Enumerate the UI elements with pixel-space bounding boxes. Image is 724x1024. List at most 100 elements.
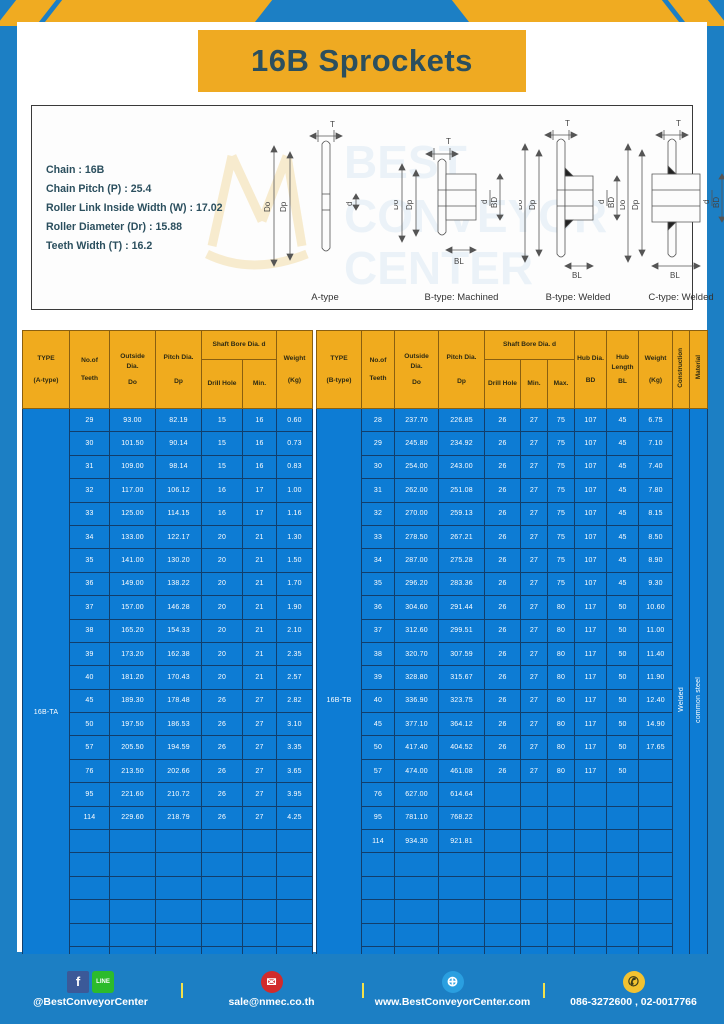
footer-phone[interactable]: ✆ 086-3272600 , 02-0017766 — [543, 970, 724, 1008]
cell: 50 — [606, 641, 640, 667]
th-hub-len-symbol: BL — [618, 377, 627, 385]
cell: 27 — [520, 595, 548, 620]
cell: 114 — [69, 805, 110, 831]
cell — [69, 829, 110, 854]
cell: 11.90 — [638, 665, 674, 690]
cell: 404.52 — [438, 735, 485, 760]
cell: 26 — [201, 758, 243, 784]
th-pitch-dia: Pitch Dia. Dp — [438, 330, 485, 409]
cell — [606, 829, 640, 854]
footer-facebook[interactable]: f LINE @BestConveyorCenter — [0, 970, 181, 1008]
cell — [276, 875, 313, 901]
cell: 45 — [69, 688, 110, 714]
cell: 417.40 — [394, 735, 439, 760]
cell: 27 — [520, 688, 548, 714]
cell: 57 — [361, 758, 395, 784]
cell: 189.30 — [109, 688, 156, 714]
cell: 80 — [546, 758, 576, 784]
cell: 162.38 — [155, 641, 202, 667]
cell: 205.50 — [109, 735, 156, 760]
cell — [574, 829, 608, 854]
cell — [69, 875, 110, 901]
svg-text:Do: Do — [263, 201, 272, 212]
cell — [242, 852, 277, 877]
cell — [546, 852, 576, 877]
cell — [546, 899, 576, 924]
cell — [574, 852, 608, 877]
cell: 312.60 — [394, 618, 439, 643]
th-shaft-bore-group: Shaft Bore Dia. d — [201, 330, 277, 360]
cell: 34 — [361, 548, 395, 573]
footer-website[interactable]: ⊕ www.BestConveyorCenter.com — [362, 970, 543, 1008]
facebook-icon[interactable]: f — [67, 970, 89, 993]
table-row: 76 213.50 202.66 26 27 3.65 — [23, 758, 313, 784]
cell: 299.51 — [438, 618, 485, 643]
table-row: 16B-TA 29 93.00 82.19 15 16 0.60 — [22, 407, 313, 1018]
cell — [574, 922, 608, 947]
cell: 117 — [574, 665, 608, 690]
cell: 45 — [606, 524, 640, 550]
footer: f LINE @BestConveyorCenter ✉ sale@nmec.c… — [0, 954, 724, 1024]
cell: 36 — [361, 595, 395, 620]
cell: 50 — [361, 735, 395, 760]
cell: 50 — [69, 712, 110, 737]
cell — [638, 805, 674, 831]
cell: 296.20 — [394, 571, 439, 597]
cell: 107 — [574, 524, 608, 550]
cell: 117 — [574, 595, 608, 620]
cell — [69, 922, 110, 947]
cell — [438, 922, 485, 947]
table-row: 57 205.50 194.59 26 27 3.35 — [23, 735, 313, 760]
cell: 38 — [361, 641, 395, 667]
table-b-type-container: TYPE (B-type) No.of Teeth Outside Dia. D… — [316, 330, 709, 994]
cell: 107 — [574, 454, 608, 480]
line-icon[interactable]: LINE — [92, 970, 114, 993]
cell: 45 — [361, 712, 395, 737]
cell — [520, 852, 548, 877]
phone-icon[interactable]: ✆ — [622, 970, 645, 993]
footer-email[interactable]: ✉ sale@nmec.co.th — [181, 970, 362, 1008]
cell: 149.00 — [109, 571, 156, 597]
svg-text:Dp: Dp — [631, 199, 640, 210]
email-icon[interactable]: ✉ — [260, 970, 283, 993]
globe-icon[interactable]: ⊕ — [441, 970, 464, 993]
type-label-cell: 16B-TA — [22, 407, 70, 1018]
cell: 75 — [546, 501, 576, 526]
table-row: 38 165.20 154.33 20 21 2.10 — [23, 618, 313, 643]
cell: 262.00 — [394, 478, 439, 503]
cell: 20 — [201, 618, 243, 643]
cell: 2.82 — [276, 688, 313, 714]
cell: 28 — [361, 407, 395, 433]
table-row: 76 627.00 614.64 — [317, 782, 708, 807]
cell: 75 — [546, 454, 576, 480]
cell — [520, 875, 548, 901]
cell — [201, 852, 243, 877]
cell: 26 — [201, 688, 243, 714]
th-hub-dia-symbol: BD — [585, 376, 596, 384]
th-od-main: Outside — [120, 352, 145, 360]
cell: 221.60 — [109, 782, 156, 807]
spec-line-pitch: Chain Pitch (P) : 25.4 — [46, 183, 152, 195]
th-hub-len-main: Hub — [616, 353, 629, 361]
cell: 82.19 — [155, 407, 202, 433]
cell: 21 — [242, 595, 277, 620]
cell: 30 — [361, 454, 395, 480]
th-od-symbol: Do — [412, 378, 421, 386]
cell: 26 — [484, 407, 521, 433]
cell — [574, 805, 608, 831]
cell: 20 — [201, 595, 243, 620]
table-row: 39 328.80 315.67 26 27 80 117 50 11.90 — [317, 665, 708, 690]
th-hub-dia-main: Hub Dia. — [577, 354, 604, 362]
cell — [155, 875, 202, 901]
th-teeth-main: No.of — [81, 356, 98, 364]
cell — [394, 899, 439, 924]
cell: 27 — [520, 712, 548, 737]
table-a-body: 16B-TA 29 93.00 82.19 15 16 0.60 30 101.50 90.14 1… — [22, 407, 313, 1018]
cell: 26 — [484, 712, 521, 737]
footer-label: @BestConveyorCenter — [33, 995, 148, 1008]
cell — [394, 922, 439, 947]
cell: 364.12 — [438, 712, 485, 737]
cell: 0.83 — [276, 454, 313, 480]
cell: 20 — [201, 665, 243, 690]
cell — [520, 829, 548, 854]
